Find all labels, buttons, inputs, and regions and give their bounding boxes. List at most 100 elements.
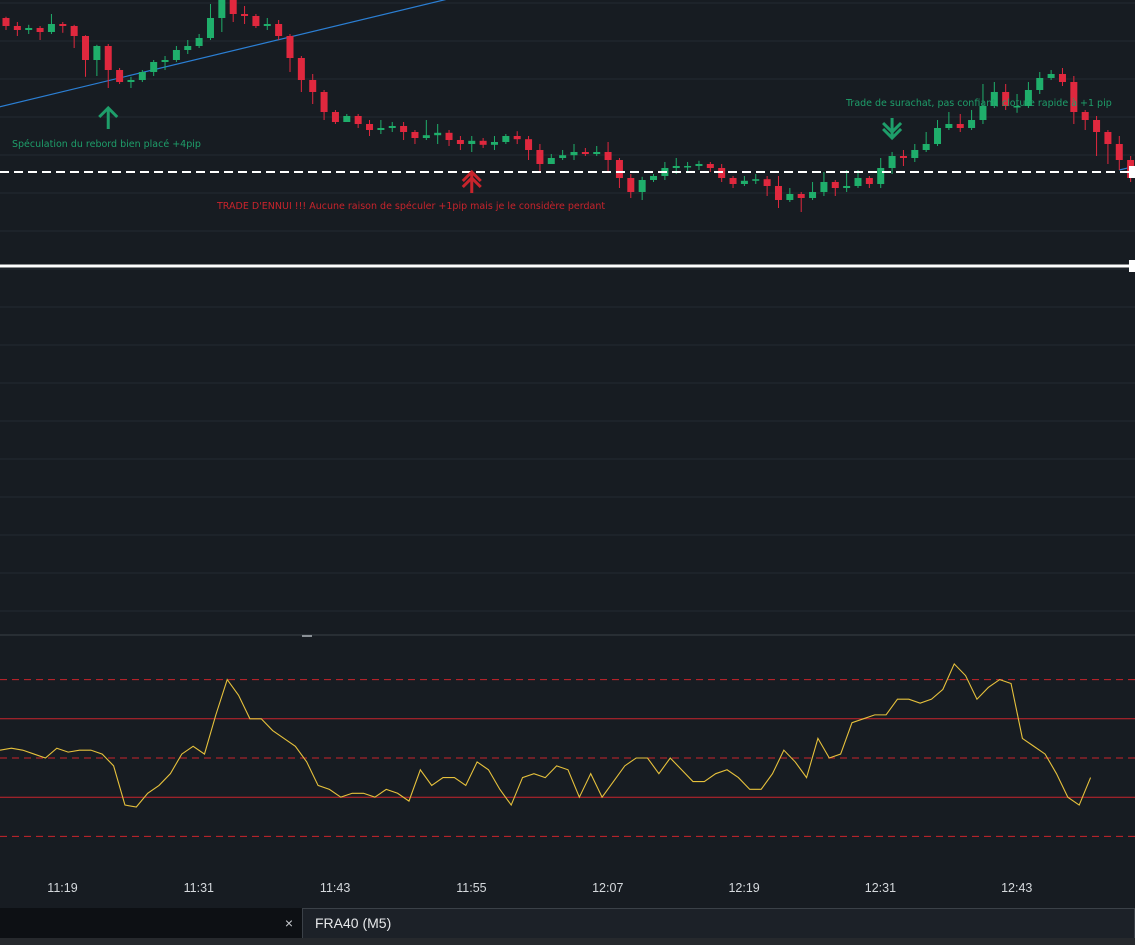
candle-body (297, 58, 305, 80)
candle-body (1013, 106, 1021, 108)
candle-body (309, 80, 317, 92)
horizontal-levels[interactable] (0, 166, 1135, 272)
tab-label: FRA40 (M5) (315, 915, 392, 931)
candle-body (286, 36, 294, 58)
trendline (1119, 165, 1135, 171)
arrow-chevron (882, 127, 903, 141)
status-strip (0, 938, 1135, 945)
candle-body (809, 192, 817, 198)
trade-markers (98, 105, 903, 193)
candle-body (774, 186, 782, 200)
candle-body (968, 120, 976, 128)
candle-body (877, 168, 885, 184)
time-label: 11:31 (183, 881, 214, 895)
candle-body (672, 166, 680, 168)
candle-body (525, 139, 533, 150)
grid-lines (0, 2, 1135, 637)
candle-body (547, 158, 555, 164)
candle-body (1093, 120, 1101, 132)
candle-body (320, 92, 328, 112)
candle-body (422, 135, 430, 138)
candle-body (25, 28, 33, 30)
candle-body (979, 106, 987, 120)
candle-body (116, 70, 124, 82)
time-label: 12:43 (1001, 881, 1033, 895)
candle-body (138, 72, 146, 80)
candle-body (229, 0, 237, 14)
time-label: 11:55 (456, 881, 487, 895)
trendlines[interactable] (0, 0, 1135, 171)
candle-body (922, 144, 930, 150)
candle-body (820, 182, 828, 192)
arrow-chevron (461, 169, 482, 183)
candle-body (990, 92, 998, 106)
price-chart[interactable] (0, 0, 1135, 908)
candle-body (513, 136, 521, 140)
candle-body (911, 150, 919, 158)
candle-body (490, 142, 498, 145)
candle-body (456, 140, 464, 144)
candle-body (36, 28, 44, 32)
candle-body (945, 124, 953, 128)
candle-body (468, 140, 476, 144)
candle-body (797, 194, 805, 198)
candle-body (93, 46, 101, 60)
candle-body (388, 126, 396, 128)
candle-body (252, 16, 260, 26)
candlestick-series (2, 0, 1135, 212)
candle-body (434, 132, 442, 136)
double-arrow-up-icon (461, 169, 482, 193)
candle-body (581, 152, 589, 154)
candle-body (1058, 74, 1066, 82)
candle-body (934, 128, 942, 144)
candle-body (1081, 112, 1089, 120)
candle-body (400, 126, 408, 132)
candle-body (559, 155, 567, 158)
candle-body (82, 36, 90, 60)
candle-body (195, 38, 203, 46)
arrow-chevron (98, 105, 119, 119)
candle-body (888, 156, 896, 168)
candle-body (411, 132, 419, 138)
trendline (0, 0, 447, 108)
time-label: 12:19 (728, 881, 760, 895)
candle-body (502, 136, 510, 142)
candle-body (684, 166, 692, 168)
double-arrow-down-icon (882, 118, 903, 141)
level-handle (1129, 166, 1135, 178)
candle-body (1036, 78, 1044, 90)
candle-body (104, 46, 112, 70)
candle-body (13, 26, 21, 30)
candle-body (150, 62, 158, 72)
candle-body (615, 160, 623, 178)
candle-body (263, 24, 271, 26)
candle-body (47, 24, 55, 32)
candle-body (70, 26, 78, 36)
candle-body (377, 128, 385, 130)
candle-body (1002, 92, 1010, 106)
arrow-up-icon (98, 105, 119, 129)
close-icon[interactable]: × (284, 915, 294, 931)
candle-body (218, 0, 226, 18)
candle-body (479, 140, 487, 145)
time-label: 11:43 (319, 881, 351, 895)
candle-body (865, 178, 873, 184)
candle-body (59, 24, 67, 26)
candle-body (593, 152, 601, 154)
candle-body (184, 46, 192, 50)
candle-body (354, 116, 362, 124)
candle-body (445, 132, 453, 140)
candle-body (854, 178, 862, 186)
annotation-short-trade: Trade de surachat, pas confiant, cloture… (846, 98, 1112, 109)
tab-fra40-m5[interactable]: FRA40 (M5) (302, 908, 1135, 938)
candle-body (1104, 132, 1112, 144)
candle-body (843, 186, 851, 188)
annotation-long-trade-1: Spéculation du rebord bien placé +4pip (12, 139, 201, 150)
candle-body (127, 80, 135, 82)
candle-body (729, 178, 737, 184)
candle-body (650, 176, 658, 180)
candle-body (638, 180, 646, 192)
candle-body (1024, 90, 1032, 106)
candle-body (570, 152, 578, 156)
